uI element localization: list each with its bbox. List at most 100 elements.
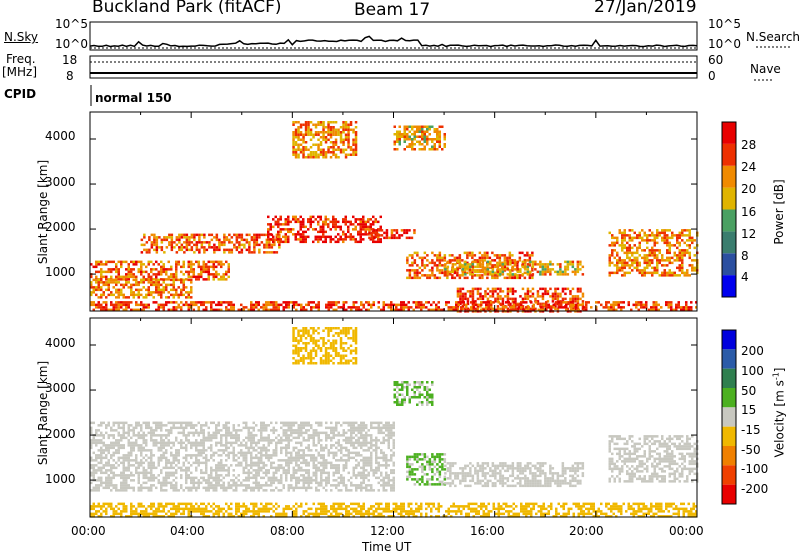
data-cell	[474, 300, 477, 303]
data-cell	[220, 459, 223, 462]
data-cell	[212, 451, 215, 455]
data-cell	[170, 233, 174, 237]
data-cell	[95, 459, 98, 462]
data-cell	[431, 251, 434, 255]
data-cell	[267, 449, 270, 452]
data-cell	[486, 260, 490, 264]
data-cell	[183, 236, 186, 239]
data-cell	[250, 466, 253, 470]
data-cell	[245, 476, 248, 480]
data-cell	[493, 259, 497, 262]
data-cell	[220, 474, 223, 477]
data-cell	[309, 225, 312, 229]
freq-tick-top: 18	[62, 53, 78, 67]
data-cell	[344, 156, 348, 159]
data-cell	[185, 446, 188, 450]
data-cell	[110, 441, 113, 445]
data-cell	[451, 259, 454, 262]
data-cell	[670, 301, 673, 304]
data-cell	[616, 236, 619, 240]
data-cell	[661, 229, 664, 232]
data-cell	[117, 260, 120, 264]
data-cell	[112, 474, 115, 477]
data-cell	[210, 303, 213, 307]
data-cell	[438, 261, 442, 265]
data-cell	[162, 424, 165, 427]
data-cell	[494, 287, 497, 291]
data-cell	[663, 269, 666, 272]
data-cell	[312, 431, 315, 435]
data-cell	[122, 283, 125, 287]
data-cell	[97, 439, 100, 442]
data-cell	[105, 461, 108, 465]
data-cell	[110, 429, 113, 432]
data-cell	[185, 248, 189, 252]
data-cell	[137, 308, 140, 312]
data-cell	[295, 464, 298, 467]
data-cell	[148, 251, 151, 254]
data-cell	[613, 244, 616, 247]
data-cell	[277, 434, 280, 437]
data-cell	[496, 263, 500, 266]
data-cell	[210, 449, 213, 452]
data-cell	[337, 233, 340, 236]
data-cell	[112, 293, 115, 297]
data-cell	[362, 223, 365, 226]
data-cell	[299, 143, 303, 146]
data-cell	[269, 238, 272, 241]
data-cell	[277, 233, 280, 236]
data-cell	[352, 424, 355, 427]
data-cell	[680, 306, 683, 309]
data-cell	[125, 484, 128, 487]
data-cell	[110, 301, 113, 304]
data-cell	[438, 259, 442, 262]
data-cell	[685, 306, 688, 309]
data-cell	[277, 469, 280, 472]
data-cell	[125, 481, 128, 485]
data-cell	[275, 469, 278, 472]
data-cell	[265, 238, 269, 242]
data-cell	[135, 303, 138, 307]
data-cell	[637, 308, 640, 312]
data-cell	[230, 441, 233, 445]
data-cell	[393, 236, 396, 240]
data-cell	[648, 261, 651, 265]
data-cell	[110, 281, 113, 284]
data-cell	[631, 261, 634, 265]
data-cell	[406, 276, 409, 280]
data-cell	[105, 469, 108, 472]
data-cell	[636, 236, 639, 240]
data-cell	[628, 244, 631, 247]
data-cell	[456, 274, 459, 277]
data-cell	[120, 471, 123, 475]
data-cell	[105, 275, 108, 279]
data-cell	[230, 479, 233, 482]
data-cell	[152, 464, 155, 467]
data-cell	[160, 436, 163, 440]
data-cell	[552, 306, 555, 309]
data-cell	[466, 265, 470, 269]
data-cell	[469, 295, 472, 298]
data-cell	[408, 276, 412, 280]
data-cell	[512, 301, 515, 304]
data-cell	[155, 291, 158, 294]
data-cell	[102, 291, 105, 294]
data-cell	[396, 148, 399, 151]
data-cell	[167, 296, 170, 299]
data-cell	[210, 471, 213, 475]
data-cell	[162, 439, 165, 442]
data-cell	[314, 156, 318, 159]
data-cell	[122, 260, 125, 264]
data-cell	[514, 273, 517, 276]
data-cell	[107, 446, 110, 450]
data-cell	[250, 454, 253, 457]
data-cell	[330, 421, 333, 425]
data-cell	[307, 484, 310, 487]
data-cell	[120, 439, 123, 442]
data-cell	[262, 449, 265, 452]
data-cell	[152, 444, 155, 447]
data-cell	[167, 260, 170, 264]
data-cell	[636, 264, 639, 267]
data-cell	[280, 303, 283, 307]
data-cell	[210, 454, 213, 457]
